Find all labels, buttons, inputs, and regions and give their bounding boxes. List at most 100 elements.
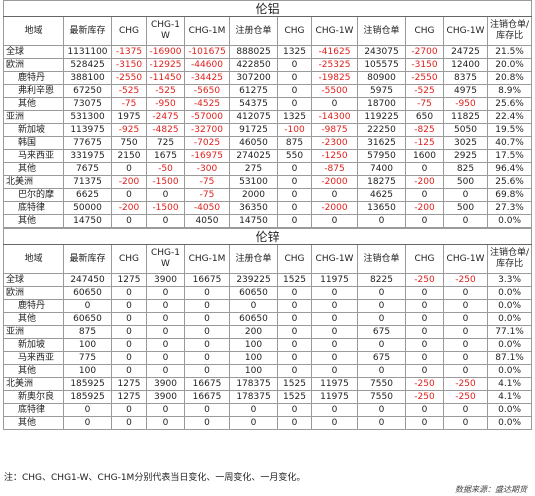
value-cell: 100 — [63, 364, 112, 378]
value-cell: 0 — [277, 84, 312, 98]
value-cell: 67250 — [63, 84, 112, 98]
value-cell: 0 — [357, 338, 406, 352]
value-cell: 0 — [146, 338, 185, 352]
value-cell: 0 — [405, 214, 444, 228]
header-cell: 最新库存 — [63, 16, 112, 46]
location-row: 底特律 50000 -200 -1500 -4050 36350 0 -2000 13650 -2… — [3, 201, 533, 215]
value-cell: 0 — [405, 416, 444, 430]
value-cell: 0.0% — [486, 364, 533, 378]
value-cell: 0.0% — [486, 416, 533, 430]
value-cell: 1275 — [111, 390, 147, 404]
global-row: 全球 1131100 -1375 -16900 -101675 888025 1325 -41… — [3, 45, 533, 59]
value-cell: 0 — [311, 403, 358, 417]
value-cell: 0 — [443, 403, 488, 417]
value-cell: 0 — [311, 364, 358, 378]
value-cell: 0 — [146, 286, 185, 300]
value-cell: 825 — [443, 162, 488, 176]
value-cell: 0 — [146, 312, 185, 326]
location-name: 其他 — [3, 97, 64, 111]
header-cell: 注销仓单 — [357, 244, 406, 274]
value-cell: -9875 — [311, 123, 358, 137]
value-cell: 2925 — [443, 149, 488, 163]
value-cell: 11825 — [443, 110, 488, 124]
source: 数据来源：盛达期货 — [455, 485, 527, 494]
location-row: 马来西亚 331975 2150 1675 -16975 274025 550 -1250 57… — [3, 149, 533, 163]
location-name: 其他 — [3, 416, 64, 430]
value-cell: 0 — [357, 416, 406, 430]
value-cell: 0 — [311, 188, 358, 202]
value-cell: 105575 — [357, 58, 406, 72]
value-cell: 0 — [146, 403, 185, 417]
value-cell: 16675 — [184, 273, 230, 287]
value-cell: 1325 — [277, 110, 312, 124]
location-name: 其他 — [3, 214, 64, 228]
header-cell: 注册仓单 — [229, 16, 278, 46]
value-cell: 422850 — [229, 58, 278, 72]
value-cell: 100 — [229, 351, 278, 365]
value-cell: 0 — [405, 351, 444, 365]
value-cell: 725 — [146, 136, 185, 150]
value-cell: 0 — [229, 416, 278, 430]
value-cell: 0 — [111, 214, 147, 228]
value-cell: 875 — [277, 136, 312, 150]
value-cell: 0 — [311, 214, 358, 228]
value-cell: 388100 — [63, 71, 112, 85]
value-cell: 36350 — [229, 201, 278, 215]
location-row: 新奥尔良 185925 1275 3900 16675 178375 1525 11975 75… — [3, 390, 533, 404]
location-name: 鹿特丹 — [3, 71, 64, 85]
value-cell: 22250 — [357, 123, 406, 137]
value-cell: 77.1% — [486, 325, 533, 339]
value-cell: 57950 — [357, 149, 406, 163]
value-cell: -1250 — [311, 149, 358, 163]
value-cell: 0 — [443, 325, 488, 339]
value-cell: 4625 — [357, 188, 406, 202]
value-cell: 0 — [311, 351, 358, 365]
value-cell: -5500 — [311, 84, 358, 98]
value-cell: -4825 — [146, 123, 185, 137]
stock-table: 伦锌 地域 最新库存 CHG CHG-1W CHG-1M 注册仓单 CHG CHG-1W 注销仓单… — [2, 228, 533, 430]
value-cell: 0 — [184, 312, 230, 326]
location-name: 弗利辛恩 — [3, 84, 64, 98]
value-cell: -4050 — [184, 201, 230, 215]
table-title: 伦铝 — [2, 0, 533, 17]
value-cell: 27.3% — [486, 201, 533, 215]
value-cell: 0 — [357, 299, 406, 313]
value-cell: 0 — [229, 299, 278, 313]
value-cell: 1525 — [277, 273, 312, 287]
value-cell: 331975 — [63, 149, 112, 163]
value-cell: 0 — [111, 312, 147, 326]
header-cell: 注销仓单/库存比 — [486, 16, 533, 46]
location-name: 底特律 — [3, 403, 64, 417]
value-cell: -200 — [405, 201, 444, 215]
value-cell: 1675 — [146, 149, 185, 163]
value-cell: -525 — [111, 84, 147, 98]
value-cell: 500 — [443, 175, 488, 189]
value-cell: -19825 — [311, 71, 358, 85]
value-cell: 16675 — [184, 390, 230, 404]
value-cell: 50000 — [63, 201, 112, 215]
value-cell: 7400 — [357, 162, 406, 176]
value-cell: 0 — [146, 351, 185, 365]
value-cell: 31625 — [357, 136, 406, 150]
header-cell: CHG — [111, 16, 147, 46]
value-cell: 0 — [443, 364, 488, 378]
value-cell: 0 — [111, 299, 147, 313]
tables: 伦铝 地域 最新库存 CHG CHG-1W CHG-1M 注册仓单 CHG CHG-1W 注销仓单… — [2, 0, 533, 430]
value-cell: 0 — [111, 162, 147, 176]
value-cell: -12925 — [146, 58, 185, 72]
value-cell: 77675 — [63, 136, 112, 150]
location-name: 其他 — [3, 162, 64, 176]
header-cell: CHG-1W — [146, 244, 185, 274]
table-title: 伦锌 — [2, 228, 533, 245]
value-cell: 1975 — [111, 110, 147, 124]
value-cell: 0 — [277, 403, 312, 417]
value-cell: -250 — [443, 377, 488, 391]
value-cell: 178375 — [229, 390, 278, 404]
value-cell: 61275 — [229, 84, 278, 98]
value-cell: -41625 — [311, 45, 358, 59]
value-cell: -3150 — [405, 58, 444, 72]
value-cell: 1131100 — [63, 45, 112, 59]
header-cell: 注销仓单 — [357, 16, 406, 46]
value-cell: 0 — [277, 351, 312, 365]
stock-table: 伦铝 地域 最新库存 CHG CHG-1W CHG-1M 注册仓单 CHG CHG-1W 注销仓单… — [2, 0, 533, 228]
